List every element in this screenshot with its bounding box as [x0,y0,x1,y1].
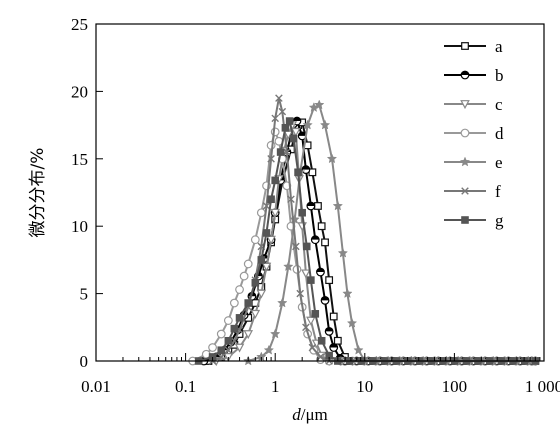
legend-item-g: g [444,211,504,230]
y-tick-label: 5 [80,285,89,304]
legend-label: d [495,124,504,143]
series-line-g [198,118,536,362]
legend-label: a [495,37,503,56]
series-f [208,94,540,365]
y-tick-label: 0 [80,352,89,371]
series-line-f [212,97,536,362]
legend-label: c [495,95,503,114]
series-markers-f [208,94,540,365]
x-tick-label: 10 [356,377,373,396]
plot-frame [95,23,545,362]
legend-label: g [495,211,504,230]
legend-item-c: c [444,95,503,114]
legend-item-e: e [444,153,503,172]
series-g [194,117,540,365]
y-tick-label: 10 [71,217,88,236]
x-tick-label: 1 000 [525,377,560,396]
x-tick-label: 0.01 [81,377,111,396]
y-tick-label: 15 [71,150,88,169]
x-axis-label-italic: d [292,405,301,424]
legend-item-a: a [444,37,503,56]
legend-item-f: f [444,182,501,201]
legend-label: f [495,182,501,201]
legend-label: e [495,153,503,172]
x-axis-label-unit: /μm [301,405,328,424]
legend-item-d: d [444,124,504,143]
legend-label: b [495,66,504,85]
y-tick-label: 20 [71,82,88,101]
series-markers-g [194,117,540,365]
legend-item-b: b [444,66,504,85]
x-tick-label: 1 [271,377,280,396]
x-axis-label: d/μm [292,405,328,424]
y-axis-label: 微分分布/% [28,148,48,238]
x-tick-label: 0.1 [175,377,196,396]
x-tick-label: 100 [442,377,468,396]
y-tick-label: 25 [71,15,88,34]
series-layer [188,94,541,367]
axes: 0 5 10 15 20 25 0.01 0.1 1 10 100 1 000 [71,15,560,396]
